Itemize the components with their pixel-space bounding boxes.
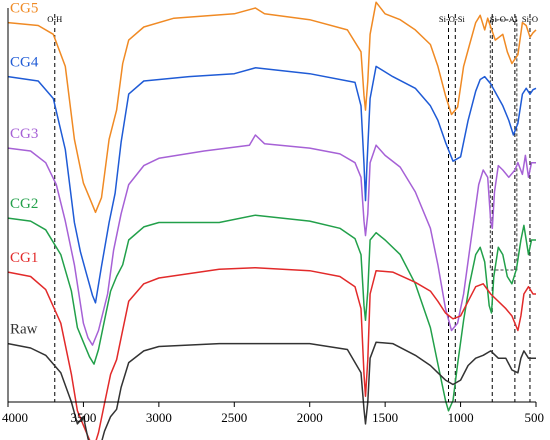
series-label: CG2 <box>10 196 38 212</box>
x-tick-label: 3500 <box>70 410 96 425</box>
x-tick-label: 4000 <box>2 410 28 425</box>
x-tick-label: 3000 <box>146 410 172 425</box>
x-tick-label: 2000 <box>297 410 323 425</box>
series-label: CG5 <box>10 1 38 17</box>
series-line <box>7 214 536 412</box>
series-line <box>7 341 536 440</box>
series-label: CG4 <box>10 55 39 71</box>
x-tick-label: 2500 <box>221 410 247 425</box>
series-label: Raw <box>10 322 38 338</box>
x-tick-label: 500 <box>525 410 545 425</box>
annotation-label: Si-O <box>522 14 538 24</box>
series-label-layer: CG5 CG4 CG3 CG2 CG1 Raw <box>10 1 39 338</box>
annotation-layer: O-H Si-O-Si Si-O-Al Si-O <box>47 14 538 402</box>
series-line <box>7 266 536 440</box>
series-layer <box>7 1 537 440</box>
x-tick-label: 1500 <box>372 410 398 425</box>
series-label: CG1 <box>10 250 38 266</box>
annotation-label: Si-O-Al <box>490 14 518 24</box>
annotation-box <box>489 19 518 271</box>
series-line <box>7 134 536 346</box>
series-label: CG3 <box>10 126 38 142</box>
axis-layer: 4000 3500 3000 2500 2000 1500 1000 500 <box>2 8 544 425</box>
x-tick-label: 1000 <box>448 410 474 425</box>
annotation-label: Si-O-Si <box>439 14 466 24</box>
annotation-label: O-H <box>47 14 62 24</box>
series-line <box>7 1 537 214</box>
series-line <box>7 65 537 304</box>
